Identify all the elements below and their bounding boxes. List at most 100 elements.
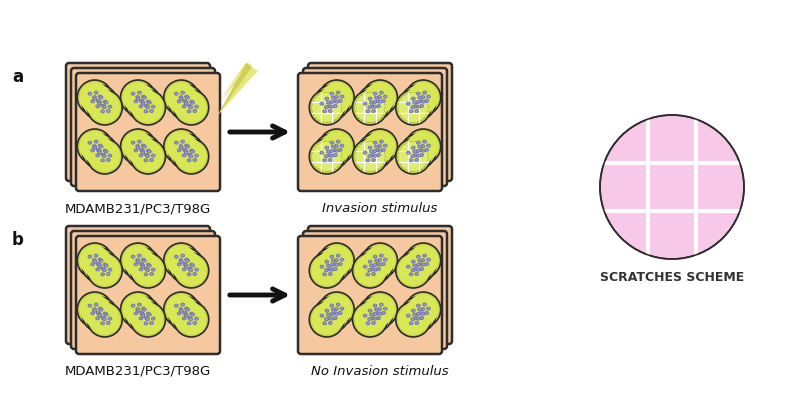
Ellipse shape [190,149,194,152]
Ellipse shape [377,316,381,319]
Ellipse shape [146,100,150,103]
Ellipse shape [174,255,178,258]
Ellipse shape [383,95,387,98]
Ellipse shape [141,265,145,268]
Ellipse shape [131,304,135,307]
Circle shape [406,129,441,164]
Ellipse shape [410,322,413,325]
Ellipse shape [328,105,331,108]
Ellipse shape [146,105,150,109]
Circle shape [85,87,115,118]
FancyBboxPatch shape [66,63,210,181]
Ellipse shape [141,264,145,267]
Ellipse shape [325,155,328,158]
Ellipse shape [416,149,420,153]
Circle shape [365,245,395,276]
FancyBboxPatch shape [298,73,442,191]
Ellipse shape [183,99,186,103]
Ellipse shape [411,97,415,100]
Circle shape [174,139,209,174]
Ellipse shape [328,272,332,276]
Ellipse shape [368,146,372,149]
Ellipse shape [141,151,145,154]
Ellipse shape [417,255,420,258]
Ellipse shape [134,312,138,315]
Circle shape [354,304,386,335]
Ellipse shape [103,263,107,266]
Circle shape [130,90,166,125]
Ellipse shape [93,96,96,99]
Ellipse shape [94,140,98,143]
Ellipse shape [182,317,186,320]
Ellipse shape [338,149,342,151]
Ellipse shape [379,140,383,143]
Circle shape [174,302,209,337]
Ellipse shape [194,317,198,320]
Circle shape [310,139,344,174]
Text: MDAMB231/PC3/T98G: MDAMB231/PC3/T98G [65,365,211,378]
Ellipse shape [139,268,143,271]
Ellipse shape [141,313,145,316]
FancyBboxPatch shape [66,226,210,344]
Ellipse shape [131,92,135,95]
Ellipse shape [96,317,99,320]
Ellipse shape [188,316,192,319]
Ellipse shape [183,149,186,151]
Ellipse shape [330,149,334,153]
Ellipse shape [108,268,112,271]
Ellipse shape [139,311,143,315]
Ellipse shape [413,313,417,316]
Ellipse shape [104,313,108,316]
Circle shape [600,115,744,259]
Circle shape [311,255,342,286]
Ellipse shape [194,105,198,108]
Ellipse shape [150,158,154,162]
Ellipse shape [185,151,188,154]
Ellipse shape [146,269,150,272]
Ellipse shape [94,254,98,257]
Ellipse shape [183,263,186,266]
Ellipse shape [174,92,178,95]
Circle shape [353,90,387,125]
Circle shape [401,85,436,120]
Ellipse shape [374,268,377,271]
Ellipse shape [421,96,425,99]
Ellipse shape [178,263,181,266]
Ellipse shape [185,144,189,147]
Text: b: b [12,231,24,249]
Ellipse shape [330,101,334,104]
Circle shape [401,134,436,169]
Ellipse shape [94,303,98,306]
Ellipse shape [418,308,422,311]
Ellipse shape [421,144,425,148]
Ellipse shape [338,311,342,315]
Ellipse shape [322,159,326,162]
Polygon shape [221,61,250,98]
Ellipse shape [331,308,335,311]
Circle shape [398,255,429,286]
Ellipse shape [136,258,139,262]
Ellipse shape [101,159,105,162]
Ellipse shape [417,304,420,307]
Ellipse shape [193,272,197,276]
Ellipse shape [413,264,417,267]
Ellipse shape [414,268,418,271]
Ellipse shape [382,263,386,266]
Ellipse shape [410,159,413,162]
Ellipse shape [370,150,374,153]
Circle shape [78,129,112,164]
Ellipse shape [101,322,105,325]
Ellipse shape [103,312,107,315]
Ellipse shape [373,149,377,153]
Ellipse shape [326,264,330,267]
Circle shape [169,297,204,332]
Ellipse shape [185,95,189,98]
Ellipse shape [376,149,380,152]
Ellipse shape [371,158,375,162]
Ellipse shape [141,149,145,153]
Circle shape [174,90,209,125]
Circle shape [90,92,120,123]
Circle shape [171,136,202,167]
Ellipse shape [90,263,94,266]
Ellipse shape [426,258,430,261]
